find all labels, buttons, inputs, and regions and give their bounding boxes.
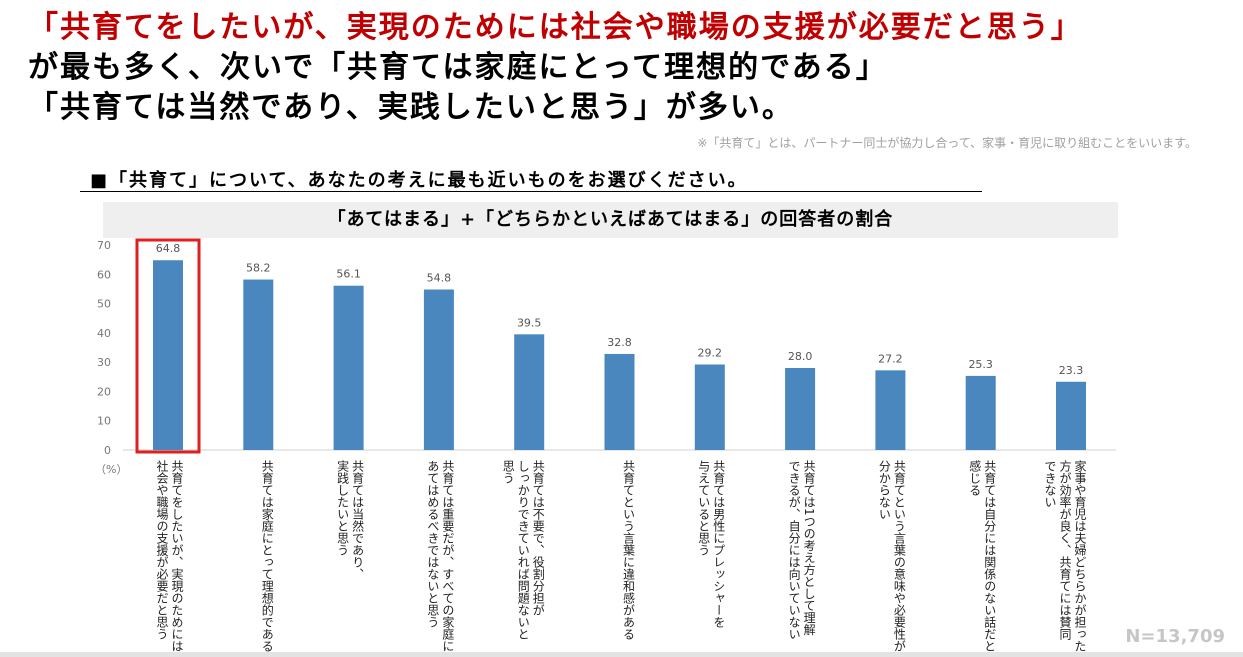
category-label: 共育ては1つの考え方として理解 できるが、自分には向いていない: [787, 460, 817, 640]
bottom-bar: [0, 652, 1243, 657]
category-label: 共育ては重要だが、すべての家庭に あてはめるべきではないと思う: [425, 460, 455, 652]
category-label: 共育ては不要で、役割分担が しっかりできていれば問題ないと 思う: [501, 460, 546, 640]
highlight-box: [135, 238, 201, 454]
bar: [153, 260, 183, 450]
chart-title-banner: 「あてはまる」+「どちらかといえばあてはまる」の回答者の割合: [103, 202, 1118, 238]
y-tick-label: 70: [97, 239, 111, 252]
y-tick-label: 20: [97, 385, 111, 398]
footnote: ※「共育て」とは、パートナー同士が協力し合って、家事・育児に取り組むことをいいま…: [697, 136, 1197, 150]
y-tick-label: 10: [97, 415, 111, 428]
bar: [604, 353, 635, 450]
bar: [423, 289, 454, 450]
question-underline: [80, 191, 982, 192]
sample-size-label: N=13,709: [1125, 626, 1225, 647]
bar-value-label: 56.1: [336, 268, 361, 281]
category-label: 共育ては自分には関係のない話だと 感じる: [967, 460, 997, 652]
bar: [333, 285, 364, 450]
bar: [965, 375, 996, 450]
bar-value-label: 29.2: [698, 346, 723, 359]
bar-value-label: 64.8: [156, 242, 181, 255]
headline-line3: 「共育ては当然であり、実践したいと思う」が多い。: [28, 90, 794, 125]
bar: [785, 368, 816, 450]
bar: [1056, 381, 1086, 450]
bar-value-label: 58.2: [246, 262, 271, 275]
y-tick-label: 0: [104, 444, 111, 457]
bar-value-label: 25.3: [968, 358, 993, 371]
headline: 「共育てをしたいが、実現のためには社会や職場の支援が必要だと思う」 が最も多く、…: [28, 8, 1083, 128]
category-label: 共育てをしたいが、実現のためには 社会や職場の支援が必要だと思う: [155, 460, 184, 652]
bar: [694, 364, 725, 450]
headline-line1: 「共育てをしたいが、実現のためには社会や職場の支援が必要だと思う」: [28, 10, 1083, 45]
bar-value-label: 27.2: [878, 352, 903, 365]
bar-value-label: 23.3: [1059, 364, 1084, 377]
chart-title: 「あてはまる」+「どちらかといえばあてはまる」の回答者の割合: [327, 209, 894, 230]
y-tick-label: 50: [97, 298, 111, 311]
y-axis-label: （%）: [95, 463, 127, 476]
bar-value-label: 28.0: [788, 350, 813, 363]
y-tick-label: 30: [97, 356, 111, 369]
category-label: 共育ては男性にプレッシャーを 与えていると思う: [696, 460, 726, 628]
category-label: 共育ては家庭にとって理想的である: [260, 460, 275, 652]
bar-value-label: 54.8: [427, 272, 452, 285]
bar-value-label: 39.5: [517, 316, 542, 329]
category-label: 家事や育児は夫婦どちらかが担った 方が効率が良く、共育てには賛同 できない: [1043, 460, 1087, 652]
bar-value-label: 32.8: [607, 336, 632, 349]
question-text: ■「共育て」について、あなたの考えに最も近いものをお選びください。: [90, 170, 748, 191]
headline-line2: が最も多く、次いで「共育ては家庭にとって理想的である」: [28, 50, 888, 85]
category-label: 共育ては当然であり、 実践したいと思う: [335, 460, 365, 580]
y-tick-label: 60: [97, 268, 111, 281]
category-label: 共育てという言葉の意味や必要性が 分からない: [877, 460, 907, 652]
bar: [243, 279, 274, 450]
category-label: 共育てという言葉に違和感がある: [621, 460, 636, 640]
bar: [514, 334, 545, 450]
bar: [875, 370, 906, 450]
y-tick-label: 40: [97, 327, 111, 340]
